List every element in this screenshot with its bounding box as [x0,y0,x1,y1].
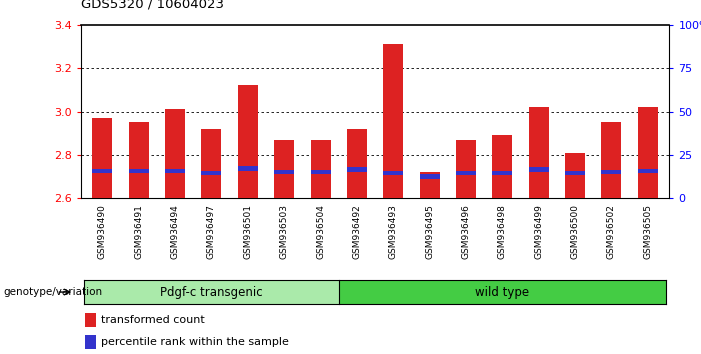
Bar [84,280,339,304]
Bar [638,107,658,198]
Text: Pdgf-c transgenic: Pdgf-c transgenic [160,286,263,298]
Bar [201,129,222,198]
Bar [492,135,512,198]
Bar [529,167,549,172]
Bar [492,171,512,176]
Bar [456,140,476,198]
Bar [274,140,294,198]
Bar [339,280,666,304]
Bar [238,166,258,171]
Bar [274,170,294,175]
Bar [420,172,440,198]
Bar [238,85,258,198]
Bar [638,169,658,173]
Bar [86,335,96,349]
Text: transformed count: transformed count [101,315,205,325]
Bar [93,169,112,173]
Bar [529,107,549,198]
Bar [347,167,367,172]
Text: genotype/variation: genotype/variation [4,287,102,297]
Bar [93,118,112,198]
Bar [565,171,585,176]
Text: percentile rank within the sample: percentile rank within the sample [101,337,289,347]
Bar [86,313,96,327]
Bar [311,140,330,198]
Bar [129,122,149,198]
Bar [383,44,403,198]
Bar [201,171,222,176]
Text: GDS5320 / 10604023: GDS5320 / 10604023 [81,0,224,11]
Bar [456,171,476,176]
Bar [383,171,403,176]
Bar [601,122,621,198]
Bar [565,153,585,198]
Bar [165,109,185,198]
Bar [420,174,440,179]
Bar [347,129,367,198]
Text: wild type: wild type [475,286,529,298]
Bar [601,170,621,175]
Bar [129,169,149,173]
Bar [311,170,330,175]
Bar [165,169,185,173]
